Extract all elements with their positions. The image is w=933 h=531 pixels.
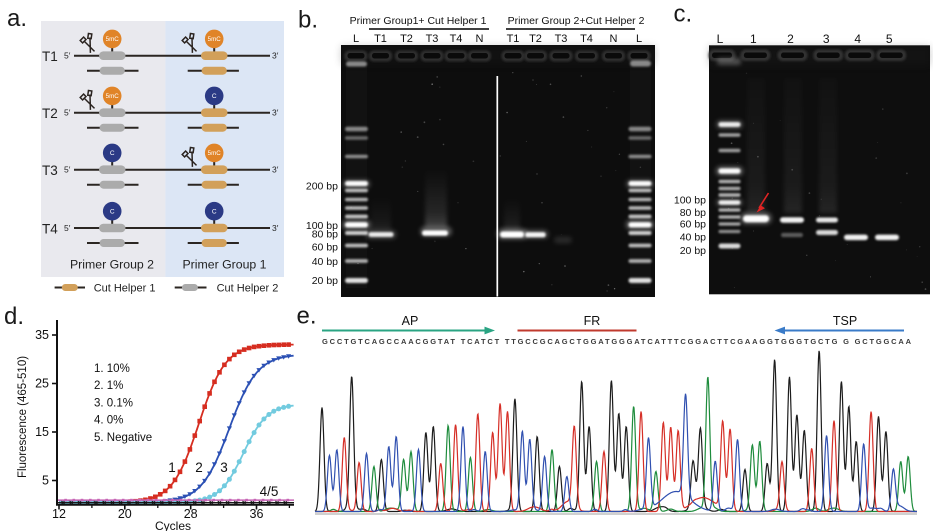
svg-text:3. 0.1%: 3. 0.1% [94, 397, 133, 409]
svg-text:20 bp: 20 bp [312, 275, 338, 287]
svg-text:T1: T1 [374, 33, 387, 45]
svg-text:L: L [717, 32, 724, 46]
svg-text:e.: e. [297, 302, 317, 329]
svg-text:Primer Group 2+Cut Helper 2: Primer Group 2+Cut Helper 2 [508, 15, 645, 27]
svg-text:2. 1%: 2. 1% [94, 380, 123, 392]
svg-text:Primer Group1+ Cut Helper 1: Primer Group1+ Cut Helper 1 [350, 15, 487, 27]
svg-text:Primer Group 2: Primer Group 2 [70, 258, 154, 272]
svg-text:60 bp: 60 bp [680, 219, 706, 231]
svg-text:4: 4 [854, 32, 861, 46]
svg-text:36: 36 [250, 507, 264, 521]
svg-text:2: 2 [787, 32, 794, 46]
svg-text:d.: d. [4, 303, 24, 330]
svg-text:5′: 5′ [64, 165, 71, 175]
svg-text:100 bp: 100 bp [674, 195, 706, 207]
svg-text:T1: T1 [42, 49, 58, 64]
svg-text:Cut Helper 2: Cut Helper 2 [217, 282, 279, 294]
svg-text:1: 1 [750, 32, 757, 46]
svg-text:T2: T2 [400, 33, 413, 45]
svg-text:C: C [212, 93, 217, 100]
svg-text:5: 5 [42, 474, 49, 488]
svg-text:20 bp: 20 bp [680, 245, 706, 257]
svg-text:c.: c. [674, 1, 693, 28]
svg-text:60 bp: 60 bp [312, 242, 338, 254]
svg-text:T4: T4 [42, 221, 58, 236]
svg-text:80 bp: 80 bp [680, 207, 706, 219]
svg-text:T2: T2 [42, 106, 58, 121]
svg-text:GCCTGTCAGCCAACGGTAT TCATCT TTG: GCCTGTCAGCCAACGGTAT TCATCT TTGCCGCAGCTGG… [322, 337, 912, 346]
svg-text:FR: FR [584, 314, 601, 328]
svg-text:Fluorescence (465-510): Fluorescence (465-510) [17, 356, 29, 478]
svg-text:L: L [353, 33, 359, 45]
svg-text:1. 10%: 1. 10% [94, 363, 130, 375]
svg-text:5: 5 [886, 32, 893, 46]
svg-text:80 bp: 80 bp [312, 229, 338, 241]
svg-text:C: C [110, 150, 115, 157]
svg-text:28: 28 [184, 507, 198, 521]
svg-text:b.: b. [298, 7, 318, 34]
svg-text:T4: T4 [580, 33, 593, 45]
svg-text:100 bp: 100 bp [306, 220, 338, 232]
svg-text:200 bp: 200 bp [306, 181, 338, 193]
svg-text:4/5: 4/5 [260, 484, 279, 499]
svg-text:5mC: 5mC [208, 150, 222, 157]
svg-text:C: C [110, 208, 115, 215]
svg-text:T2: T2 [529, 33, 542, 45]
svg-text:T3: T3 [42, 163, 58, 178]
svg-text:TSP: TSP [833, 314, 857, 328]
svg-text:5mC: 5mC [208, 36, 222, 43]
svg-text:5. Negative: 5. Negative [94, 432, 152, 444]
svg-text:Cut Helper 1: Cut Helper 1 [94, 282, 156, 294]
svg-text:a.: a. [7, 5, 27, 32]
svg-text:5′: 5′ [64, 223, 71, 233]
svg-text:3′: 3′ [272, 108, 279, 118]
svg-text:Primer Group 1: Primer Group 1 [182, 258, 266, 272]
svg-text:AP: AP [402, 314, 419, 328]
svg-text:5mC: 5mC [106, 36, 120, 43]
svg-text:2: 2 [195, 460, 203, 475]
svg-text:N: N [610, 33, 618, 45]
svg-text:12: 12 [52, 507, 66, 521]
svg-text:15: 15 [35, 425, 49, 439]
svg-text:40 bp: 40 bp [312, 256, 338, 268]
svg-text:20: 20 [118, 507, 132, 521]
svg-text:T3: T3 [555, 33, 568, 45]
svg-text:T4: T4 [450, 33, 463, 45]
svg-text:T3: T3 [426, 33, 439, 45]
svg-text:40 bp: 40 bp [680, 232, 706, 244]
svg-text:Cycles: Cycles [155, 519, 191, 531]
svg-text:5mC: 5mC [106, 93, 120, 100]
svg-text:T1: T1 [507, 33, 520, 45]
svg-text:L: L [636, 33, 642, 45]
svg-text:35: 35 [35, 328, 49, 342]
svg-text:5′: 5′ [64, 108, 71, 118]
svg-text:3′: 3′ [272, 223, 279, 233]
svg-text:3′: 3′ [272, 51, 279, 61]
svg-text:N: N [476, 33, 484, 45]
svg-text:3: 3 [220, 460, 228, 475]
svg-text:4. 0%: 4. 0% [94, 415, 123, 427]
svg-text:1: 1 [168, 460, 176, 475]
svg-text:5′: 5′ [64, 51, 71, 61]
svg-text:25: 25 [35, 377, 49, 391]
svg-text:C: C [212, 208, 217, 215]
svg-text:3: 3 [823, 32, 830, 46]
svg-text:3′: 3′ [272, 165, 279, 175]
